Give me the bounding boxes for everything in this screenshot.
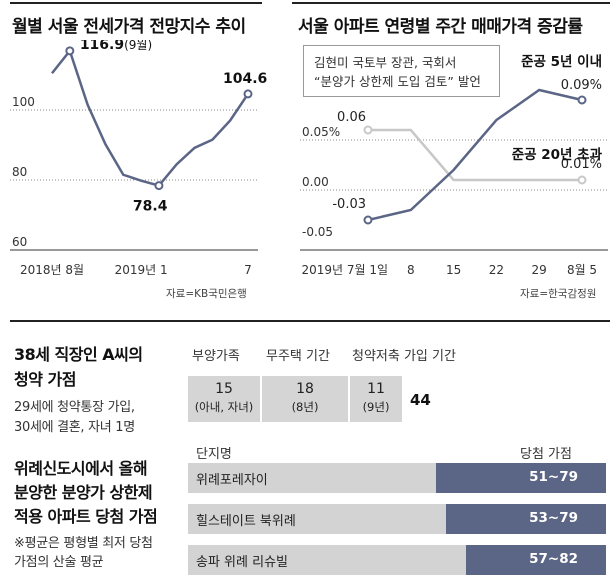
- cutoff-title-3: 적용 아파트 당첨 가점: [14, 507, 158, 526]
- chart2-annotation-box: 김현미 국토부 장관, 국회서 “분양가 상한제 도입 검토” 발언: [303, 45, 500, 97]
- score-box-homeless: 18 (8년): [262, 376, 350, 422]
- data-point: [65, 46, 75, 56]
- series-new-line: [367, 88, 583, 222]
- score-header-savings: 청약저축 가입 기간: [352, 349, 456, 364]
- cutoff-title-2: 분양한 분양가 상한제: [14, 483, 153, 502]
- series-old-line: [368, 128, 582, 182]
- x-tick-label: 7: [244, 263, 252, 277]
- table-header-name: 단지명: [196, 447, 232, 462]
- chart1-title: 월별 서울 전세가격 전망지수 추이: [12, 17, 246, 37]
- chart1-labels: 116.9(9월) 78.4 104.6: [80, 40, 267, 215]
- x-tick-label: 29: [532, 263, 547, 277]
- score-box-family: 15 (아내, 자녀): [188, 376, 262, 422]
- annotation-line-1: 김현미 국토부 장관, 국회서: [314, 55, 457, 70]
- data-point: [577, 175, 587, 185]
- y-tick-label: 80: [12, 165, 27, 179]
- x-tick-label: 2019년 7월 1일: [301, 263, 388, 277]
- score-range-bar: [446, 504, 606, 534]
- chart2-gridlines: [300, 139, 608, 191]
- complex-name: 위례포레자이: [196, 473, 268, 488]
- score-total: 44: [410, 391, 431, 409]
- chart1-gridlines: [10, 109, 258, 181]
- chart2-svg: 0.05% 0.00 -0.05 0.06 -0.03 0.09% 0.01% 준공 5년 …: [300, 53, 608, 277]
- chart1-line: [51, 48, 250, 188]
- annotation-line-2: “분양가 상한제 도입 검토” 발언: [314, 74, 481, 89]
- chart1-y-ticks: 100 80 60: [12, 95, 35, 249]
- x-tick-label: 2019년 1: [115, 263, 168, 277]
- complex-name: 힐스테이트 북위례: [196, 514, 296, 529]
- data-label: 104.6: [223, 71, 267, 87]
- chart2-x-ticks: 2019년 7월 1일 8 15 22 29 8월 5: [301, 263, 597, 277]
- score-homeless: 18: [296, 381, 314, 397]
- score-range-bar: [466, 545, 606, 575]
- x-tick-label: 8월 5: [567, 263, 597, 277]
- data-label: 0.01%: [561, 157, 602, 172]
- person-desc-1: 29세에 청약통장 가입,: [14, 400, 135, 415]
- data-label: 116.9(9월): [80, 40, 152, 53]
- data-label: 0.09%: [561, 78, 602, 93]
- person-desc-2: 30세에 결혼, 자녀 1명: [14, 420, 135, 435]
- y-tick-label: 100: [12, 95, 35, 109]
- chart2-title: 서울 아파트 연령별 주간 매매가격 증감률: [298, 17, 583, 37]
- score-header-family: 부양가족: [192, 349, 240, 364]
- y-tick-label: 60: [12, 235, 27, 249]
- score-header-homeless: 무주택 기간: [266, 349, 330, 364]
- data-point: [154, 181, 164, 191]
- legend-label: 준공 5년 이내: [521, 53, 602, 70]
- y-tick-label: 0.00: [302, 175, 329, 189]
- chart1-x-ticks: 2018년 8월 2019년 1 7: [20, 263, 252, 277]
- x-tick-label: 2018년 8월: [20, 263, 84, 277]
- cutoff-note-1: ※평균은 평형별 최저 당첨: [14, 536, 153, 551]
- complex-score: 57~82: [529, 551, 578, 567]
- data-point: [577, 95, 587, 105]
- x-tick-label: 22: [489, 263, 504, 277]
- x-tick-label: 8: [407, 263, 415, 277]
- complex-name: 송파 위례 리슈빌: [196, 555, 288, 570]
- score-family-detail: (아내, 자녀): [194, 400, 254, 414]
- data-label: 0.06: [337, 110, 366, 125]
- cutoff-title-1: 위례신도시에서 올해: [14, 459, 148, 478]
- score-range-bar: [436, 463, 606, 493]
- chart1-points: [65, 46, 253, 191]
- chart1-source: 자료=KB국민은행: [166, 288, 247, 300]
- cutoff-note-2: 가점의 산술 평균: [14, 555, 104, 570]
- table-row: 힐스테이트 북위례 53~79: [188, 504, 606, 534]
- score-family: 15: [215, 381, 233, 397]
- y-tick-label: 0.05%: [302, 125, 340, 139]
- score-homeless-detail: (8년): [291, 400, 319, 414]
- person-title-1: 38세 직장인 A씨의: [14, 345, 143, 364]
- data-label: 78.4: [133, 199, 168, 215]
- chart2-y-ticks: 0.05% 0.00 -0.05: [302, 125, 340, 239]
- chart2-source: 자료=한국감정원: [520, 288, 597, 300]
- person-title-2: 청약 가점: [14, 370, 76, 389]
- table-row: 송파 위례 리슈빌 57~82: [188, 545, 606, 575]
- score-box-savings: 11 (9년): [350, 376, 402, 422]
- chart1-svg: 100 80 60 116.9(9월) 78.4 104.6 2018년 8월 2019년…: [10, 40, 267, 277]
- data-point: [363, 125, 373, 135]
- legend-label: 준공 20년 초과: [512, 147, 603, 163]
- score-savings-detail: (9년): [362, 400, 390, 414]
- complex-score: 53~79: [529, 510, 578, 526]
- x-tick-label: 15: [446, 263, 461, 277]
- score-savings: 11: [367, 381, 385, 397]
- table-row: 위례포레자이 51~79: [188, 463, 606, 493]
- data-point: [243, 89, 253, 99]
- data-point: [363, 215, 373, 225]
- chart2-points: [363, 95, 587, 225]
- data-label: -0.03: [332, 197, 366, 212]
- complex-score: 51~79: [529, 469, 578, 485]
- y-tick-label: -0.05: [302, 225, 333, 239]
- table-header-score: 당첨 가점: [520, 447, 572, 462]
